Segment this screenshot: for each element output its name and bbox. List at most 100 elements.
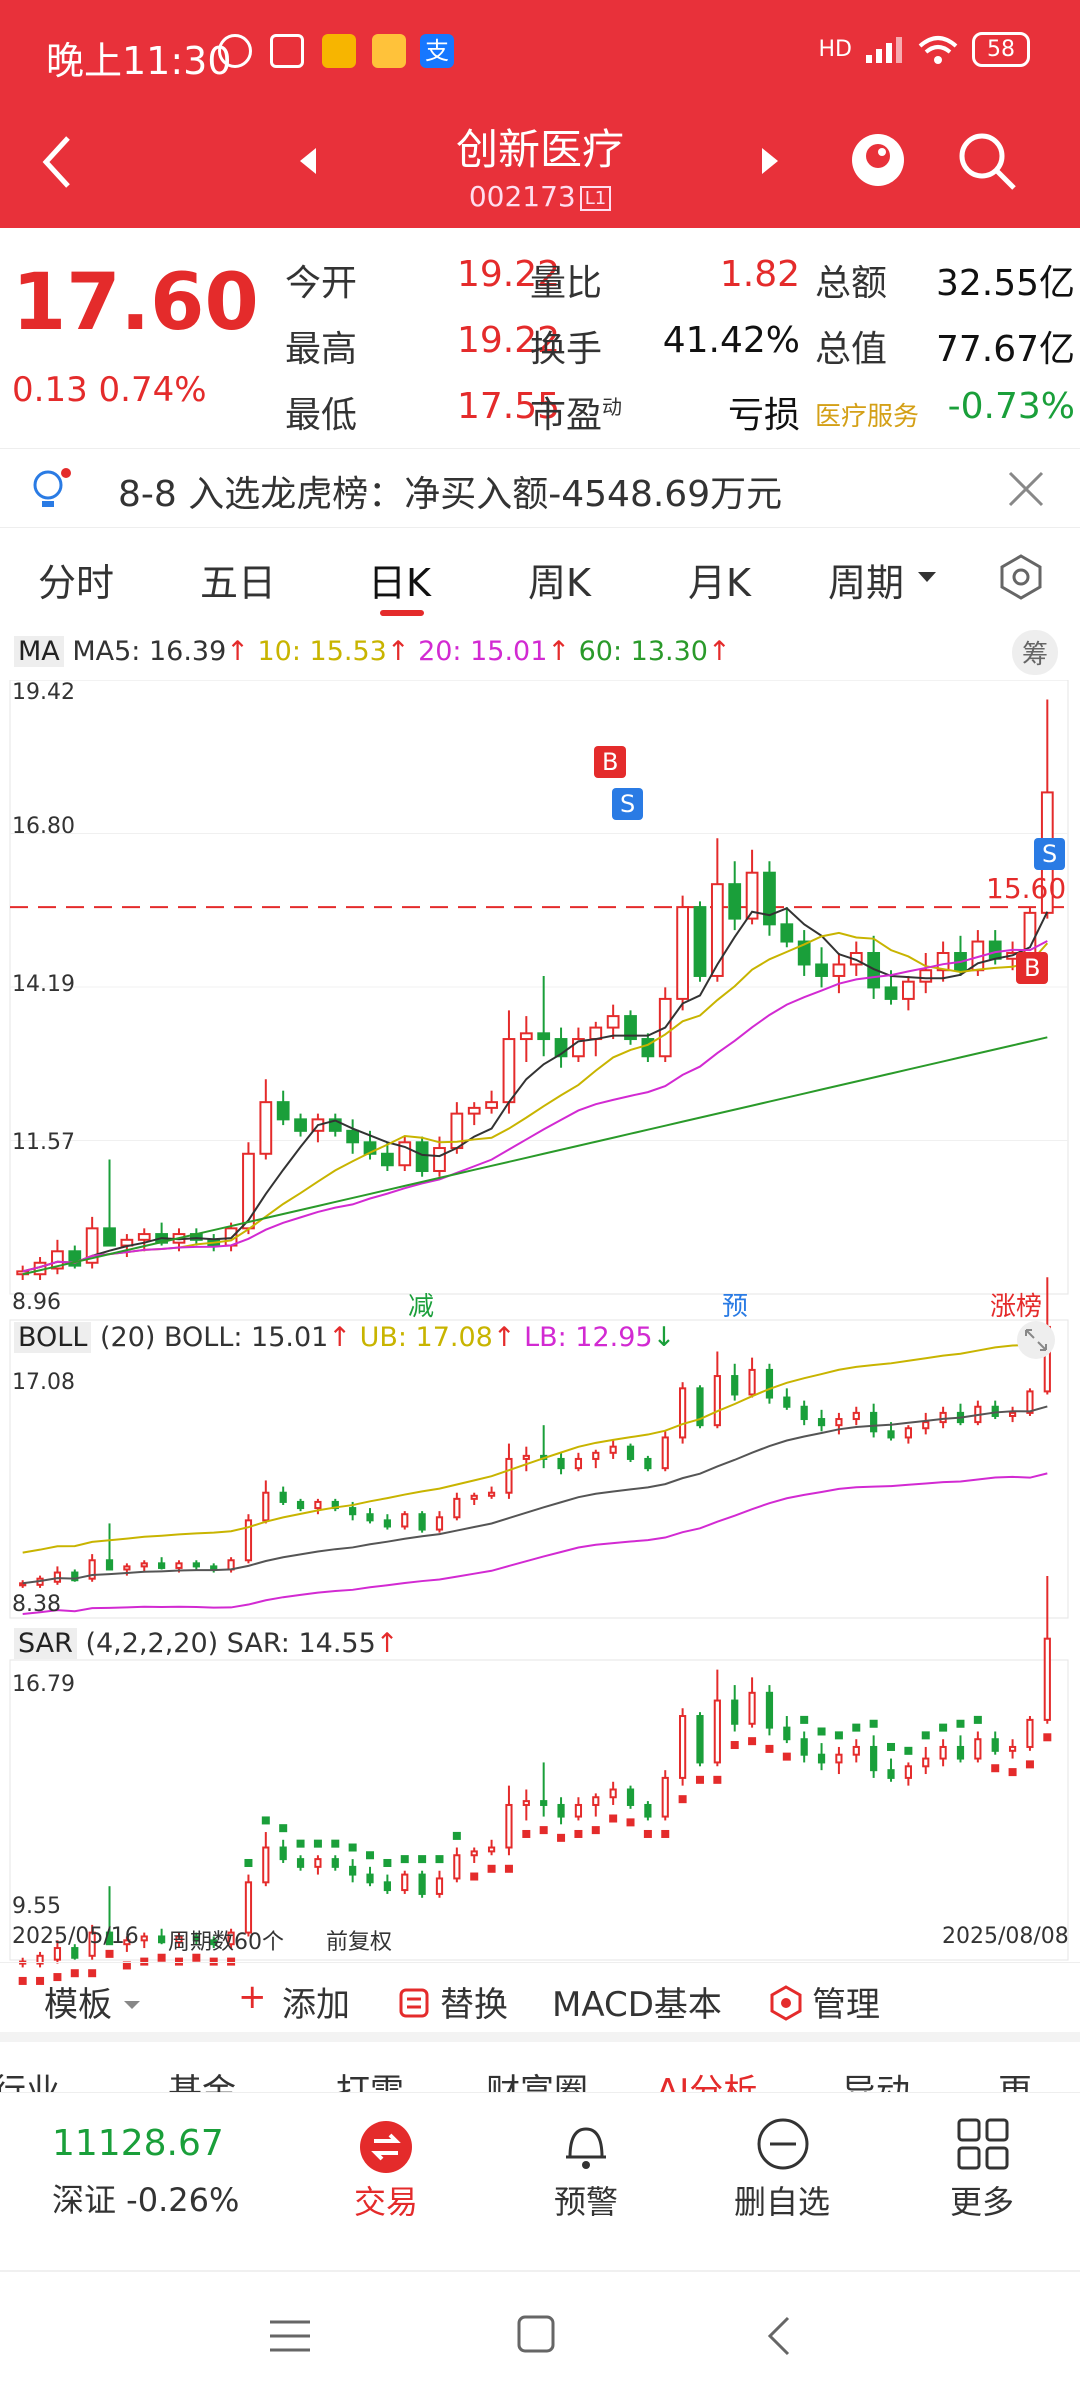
add-button[interactable]: 添加: [282, 1985, 350, 2025]
settings-icon[interactable]: [996, 552, 1046, 602]
subtab-risk[interactable]: 打雷: [336, 2072, 404, 2092]
sar-dot: [887, 1742, 896, 1751]
chevron-down-icon[interactable]: [916, 570, 938, 584]
boll-candle-body: [904, 1427, 912, 1439]
boll-candle-body: [244, 1519, 253, 1562]
quote-label: 最低: [285, 395, 358, 436]
sar-candle-body: [453, 1854, 461, 1880]
candle-body: [936, 952, 950, 972]
axis-l2: 16.80: [12, 814, 75, 839]
prev-stock-icon[interactable]: [296, 146, 320, 176]
tab-period[interactable]: 周期: [828, 561, 905, 605]
sar-dot: [869, 1719, 878, 1728]
sar-dot: [331, 1839, 340, 1848]
boll-candle-body: [19, 1582, 27, 1587]
tab-five-day[interactable]: 五日: [200, 561, 277, 605]
sar-candle-body: [53, 1947, 62, 1961]
next-stock-icon[interactable]: [758, 146, 782, 176]
boll-candle-body: [470, 1494, 478, 1500]
grid-icon: [957, 2118, 1009, 2170]
boll-candle-body: [71, 1571, 79, 1582]
bell-icon: [566, 2127, 606, 2169]
manage-button[interactable]: 管理: [812, 1985, 880, 2025]
chevron-down-icon: [124, 2001, 140, 2009]
macd-button[interactable]: MACD基本: [552, 1985, 722, 2025]
boll-selector[interactable]: BOLL: [14, 1322, 92, 1353]
sar-candle-body: [487, 1846, 496, 1853]
boll-mid-line: [22, 1405, 1048, 1585]
boll-candle-body: [366, 1513, 374, 1522]
boll-ub: UB: 17.08: [359, 1322, 493, 1353]
sar-candle-body: [331, 1858, 339, 1868]
nfc-icon: [270, 34, 304, 68]
sar-candle-body: [870, 1745, 878, 1772]
boll-candle-body: [210, 1565, 218, 1571]
ma-selector[interactable]: MA: [14, 636, 64, 667]
boll-axis-bottom: 8.38: [12, 1592, 61, 1617]
sar-selector[interactable]: SAR: [14, 1628, 77, 1659]
boll-candle-body: [158, 1562, 166, 1569]
sar-candle-body: [557, 1803, 565, 1818]
sar-dot: [470, 1872, 479, 1881]
last-price: 17.60: [12, 258, 259, 348]
replace-button[interactable]: 替换: [440, 1985, 508, 2025]
sar-dot: [609, 1814, 618, 1823]
boll-lb: LB: 12.95: [524, 1322, 653, 1353]
candle-body: [85, 1227, 99, 1264]
boll-candle-body: [296, 1500, 305, 1510]
tab-daily-k[interactable]: 日K: [368, 561, 431, 605]
sar-candle-body: [1043, 1637, 1051, 1721]
ma60-value: 60: 13.30: [578, 636, 708, 667]
tab-intraday[interactable]: 分时: [38, 561, 115, 605]
date-start: 2025/05/16: [12, 1924, 139, 1949]
subtab-wealth[interactable]: 财富圈: [486, 2072, 588, 2092]
tab-weekly-k[interactable]: 周K: [528, 561, 591, 605]
sell-marker-right: S: [1034, 838, 1066, 870]
sar-candle-body: [852, 1745, 860, 1756]
chip-button[interactable]: 筹: [1012, 630, 1059, 675]
template-button[interactable]: 模板: [44, 1985, 112, 2025]
mascot-icon[interactable]: [848, 126, 908, 196]
index-name[interactable]: 深证 -0.26%: [52, 2181, 240, 2219]
candle-body: [103, 1227, 116, 1247]
subtab-more[interactable]: 更: [998, 2072, 1032, 2092]
menu-icon[interactable]: [268, 2316, 312, 2356]
quote-label: 最高: [285, 329, 358, 370]
chart-canvas[interactable]: [0, 680, 1080, 2000]
sar-dot: [522, 1829, 531, 1838]
sar-dot: [904, 1746, 913, 1755]
kline-chart[interactable]: MA MA5: 16.39↑ 10: 15.53↑ 20: 15.01↑ 60:…: [0, 622, 1080, 1985]
home-icon[interactable]: [516, 2314, 556, 2354]
back-icon[interactable]: [38, 132, 78, 192]
tab-monthly-k[interactable]: 月K: [688, 561, 751, 605]
add-icon: +: [238, 1977, 267, 2017]
sar-candle-body: [1026, 1718, 1034, 1748]
quote-value: 19.22: [456, 254, 560, 295]
candle-body: [624, 1015, 637, 1041]
subtab-ai[interactable]: AI分析: [656, 2072, 758, 2092]
index-value[interactable]: 11128.67: [52, 2123, 224, 2164]
subtab-fund[interactable]: 基金: [168, 2072, 236, 2092]
app-header: 晚上11:30 支 HD 58 创新医疗 002173 L1: [0, 0, 1080, 228]
search-icon[interactable]: [956, 130, 1020, 194]
sar-dot: [174, 1957, 183, 1966]
boll-candle-body: [1008, 1411, 1017, 1417]
boll-candle-body: [800, 1405, 808, 1421]
subtab-industry[interactable]: 行业: [0, 2072, 60, 2092]
boll-candle-body: [175, 1562, 183, 1569]
notice-bar[interactable]: 8-8 入选龙虎榜：净买入额-4548.69万元: [0, 448, 1080, 528]
subtab-move[interactable]: 异动: [842, 2072, 910, 2092]
back-nav-icon[interactable]: [764, 2314, 794, 2358]
candle-body: [433, 1147, 446, 1172]
boll-candle-body: [574, 1457, 583, 1470]
candle-body: [693, 906, 707, 977]
sar-dot: [383, 1858, 392, 1867]
expand-icon[interactable]: [1016, 1320, 1056, 1360]
notice-text: 8-8 入选龙虎榜：净买入额-4548.69万元: [118, 474, 783, 515]
axis-bottom: 8.96: [12, 1290, 61, 1315]
boll-candle-body: [835, 1418, 843, 1427]
sar-dot: [921, 1731, 930, 1740]
close-icon[interactable]: [1006, 469, 1046, 509]
sar-dot: [88, 1969, 97, 1978]
tag-limit-list: 涨榜: [990, 1292, 1043, 1322]
